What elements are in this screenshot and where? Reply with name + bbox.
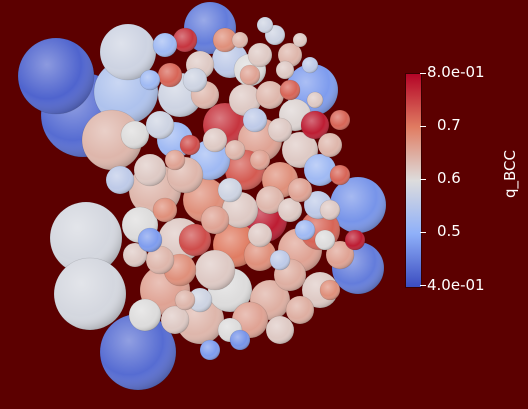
particle-sphere-shading: [243, 108, 267, 132]
particle-sphere-shading: [232, 32, 248, 48]
colorbar-tick-0-7: 0.7: [437, 116, 461, 134]
particle-sphere-shading: [138, 228, 162, 252]
particle-sphere-shading: [100, 24, 156, 80]
particle-sphere-shading: [146, 246, 174, 274]
particle-sphere-shading: [153, 198, 177, 222]
particle-sphere-shading: [320, 200, 340, 220]
colorbar-tick-0-6: 0.6: [437, 169, 461, 187]
particle-sphere-shading: [278, 198, 302, 222]
particle-sphere-shading: [302, 57, 318, 73]
particle-sphere-shading: [268, 118, 292, 142]
particle-sphere-shading: [54, 258, 126, 330]
particle-sphere-shading: [278, 43, 302, 67]
particle-sphere-shading: [304, 154, 336, 186]
particle-sphere-shading: [320, 280, 340, 300]
particle-sphere-shading: [100, 314, 176, 390]
colorbar-tick-mark: [420, 73, 426, 74]
colorbar-title: q_BCC: [501, 150, 519, 198]
particle-sphere-shading: [146, 111, 174, 139]
particle-sphere-shading: [165, 150, 185, 170]
particle-sphere-shading: [18, 38, 94, 114]
particle-sphere-shading: [244, 239, 276, 271]
particle-sphere-shading: [280, 80, 300, 100]
colorbar-tick-0-5: 0.5: [437, 222, 461, 240]
particle-sphere-shading: [179, 224, 211, 256]
particle-sphere-shading: [276, 61, 294, 79]
particle-sphere-shading: [153, 33, 177, 57]
particle-sphere-shading: [240, 65, 260, 85]
particle-sphere-shading: [106, 166, 134, 194]
particle-sphere-shading: [230, 330, 250, 350]
colorbar-tick-mark: [420, 126, 426, 127]
colorbar-max-label: 8.0e-01: [427, 63, 485, 81]
particle-sphere-shading: [229, 84, 261, 116]
particle-spheres: [17, 1, 387, 391]
particle-sphere-shading: [286, 296, 314, 324]
particle-sphere-shading: [158, 63, 182, 87]
colorbar-min-label: 4.0e-01: [427, 276, 485, 294]
particle-sphere-shading: [183, 68, 207, 92]
particle-sphere-shading: [266, 316, 294, 344]
particle-sphere-shading: [225, 140, 245, 160]
particle-sphere-shading: [140, 70, 160, 90]
particle-sphere-shading: [318, 133, 342, 157]
particle-sphere-shading: [250, 150, 270, 170]
particle-sphere-shading: [50, 202, 122, 274]
particle-sphere-shading: [288, 178, 312, 202]
particle-sphere-shading: [330, 110, 350, 130]
particle-sphere-shading: [123, 243, 147, 267]
particle-sphere-shading: [257, 17, 273, 33]
colorbar-tick-mark: [420, 285, 426, 286]
particle-sphere-shading: [307, 92, 323, 108]
particle-sphere-shading: [270, 250, 290, 270]
particle-sphere-shading: [345, 230, 365, 250]
colorbar-tick-mark: [420, 179, 426, 180]
particle-sphere-shading: [326, 241, 354, 269]
particle-sphere-shading: [161, 306, 189, 334]
particle-sphere-shading: [175, 290, 195, 310]
particle-sphere-shading: [330, 177, 386, 233]
particle-sphere-shading: [121, 121, 149, 149]
colorbar-gradient: [405, 73, 422, 288]
particle-sphere-shading: [201, 206, 229, 234]
particle-sphere-shading: [295, 220, 315, 240]
particle-sphere-shading: [330, 165, 350, 185]
particle-sphere-shading: [173, 28, 197, 52]
particle-sphere-shading: [134, 154, 166, 186]
particle-sphere-shading: [200, 340, 220, 360]
particle-sphere-shading: [203, 128, 227, 152]
particle-sphere-shading: [248, 43, 272, 67]
particle-sphere-shading: [195, 250, 235, 290]
particle-sphere-shading: [248, 223, 272, 247]
particle-sphere-shading: [129, 299, 161, 331]
particle-sphere-shading: [301, 111, 329, 139]
particle-sphere-shading: [256, 186, 284, 214]
particle-sphere-shading: [213, 28, 237, 52]
colorbar-tick-mark: [420, 232, 426, 233]
particle-sphere-shading: [315, 230, 335, 250]
particle-sphere-shading: [218, 178, 242, 202]
particle-sphere-shading: [293, 33, 307, 47]
particle-sphere-shading: [188, 288, 212, 312]
particle-sphere-shading: [180, 135, 200, 155]
particle-sphere-shading: [256, 81, 284, 109]
